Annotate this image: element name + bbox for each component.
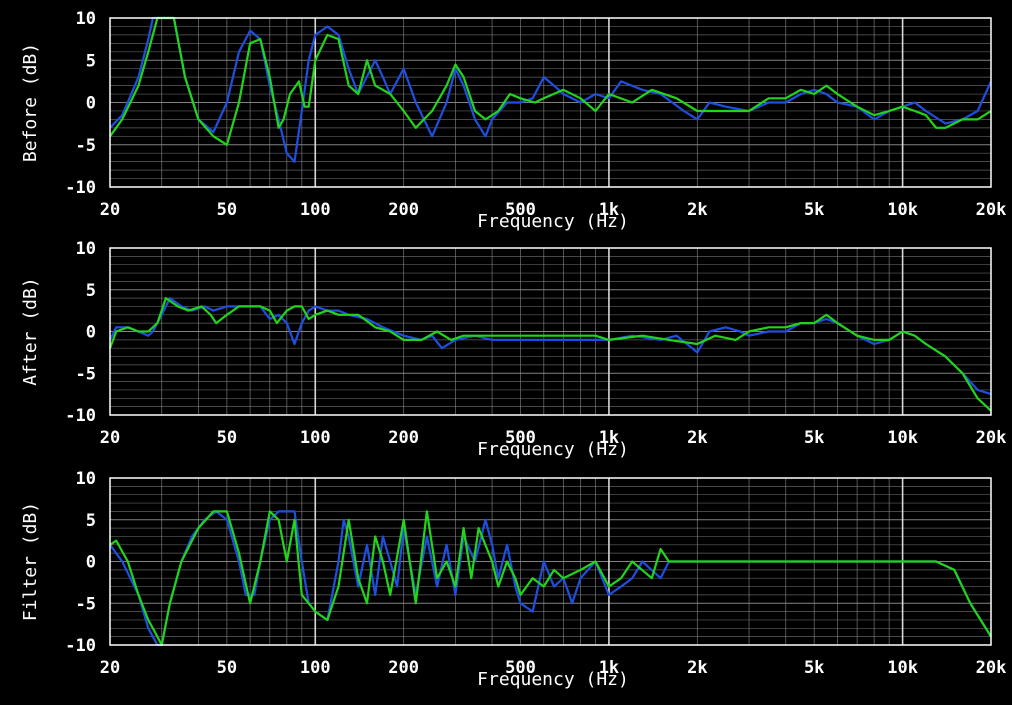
x-axis-title: Frequency (Hz) [477, 439, 629, 460]
x-axis-title: Frequency (Hz) [477, 669, 629, 690]
x-tick-label: 2k [687, 428, 707, 448]
x-tick-label: 10k [887, 200, 918, 220]
series-line-green [109, 510, 992, 647]
x-tick-label: 20k [976, 200, 1007, 220]
x-tick-label: 100 [300, 200, 331, 220]
x-tick-label: 500 [505, 658, 536, 678]
plot-frame [109, 247, 992, 416]
series-line-blue [109, 297, 992, 396]
x-tick-label: 500 [505, 200, 536, 220]
y-tick-label: -5 [76, 136, 96, 156]
x-tick-label: 20 [100, 658, 120, 678]
x-tick-label: 20k [976, 428, 1007, 448]
y-tick-label: 0 [86, 323, 96, 343]
chart-panel-1: -10 -5 0 5 10 20 50 100 200 500 1k 2k 5k 10k 20k Freque… [20, 9, 1006, 232]
y-tick-label: 10 [76, 469, 96, 489]
x-tick-label: 5k [804, 428, 824, 448]
y-tick-label: 5 [86, 51, 96, 71]
x-tick-label: 50 [217, 658, 237, 678]
x-tick-label: 50 [217, 428, 237, 448]
x-tick-label: 1k [599, 658, 619, 678]
y-tick-label: 5 [86, 281, 96, 301]
y-tick-label: 0 [86, 553, 96, 573]
x-axis-title: Frequency (Hz) [477, 211, 629, 232]
x-tick-label: 200 [388, 658, 419, 678]
x-tick-label: 100 [300, 428, 331, 448]
x-tick-label: 200 [388, 428, 419, 448]
x-tick-label: 10k [887, 428, 918, 448]
x-tick-label: 2k [687, 200, 707, 220]
y-axis-title: Filter (dB) [20, 502, 41, 621]
series-line-blue [109, 16, 993, 163]
x-tick-label: 500 [505, 428, 536, 448]
x-tick-label: 10k [887, 658, 918, 678]
y-tick-label: -10 [65, 178, 96, 198]
y-tick-label: 0 [86, 94, 96, 114]
x-tick-label: 200 [388, 200, 419, 220]
x-tick-label: 1k [599, 200, 619, 220]
x-tick-label: 20k [976, 658, 1007, 678]
series-line-green [109, 16, 992, 146]
chart-panel-3: -10 -5 0 5 10 20 50 100 200 500 1k 2k 5k 10k 20k Freque… [20, 469, 1006, 690]
x-tick-label: 100 [300, 658, 331, 678]
y-tick-label: 10 [76, 9, 96, 29]
x-tick-label: 20 [100, 200, 120, 220]
plot-frame [109, 477, 992, 646]
x-tick-label: 20 [100, 428, 120, 448]
series-line-green [108, 297, 992, 412]
y-axis-title: Before (dB) [20, 43, 41, 162]
y-tick-label: -10 [65, 636, 96, 656]
plot-frame [109, 17, 992, 188]
x-tick-label: 1k [599, 428, 619, 448]
y-tick-label: 10 [76, 239, 96, 259]
x-tick-label: 5k [804, 658, 824, 678]
x-tick-label: 2k [687, 658, 707, 678]
y-tick-label: 5 [86, 511, 96, 531]
chart-panel-2: -10 -5 0 5 10 20 50 100 200 500 1k 2k 5k 10k 20k Freque… [20, 239, 1006, 460]
y-axis-title: After (dB) [20, 277, 41, 385]
x-tick-label: 50 [217, 200, 237, 220]
y-tick-label: -10 [65, 406, 96, 426]
y-tick-label: -5 [76, 594, 96, 614]
y-tick-label: -5 [76, 364, 96, 384]
x-tick-label: 5k [804, 200, 824, 220]
